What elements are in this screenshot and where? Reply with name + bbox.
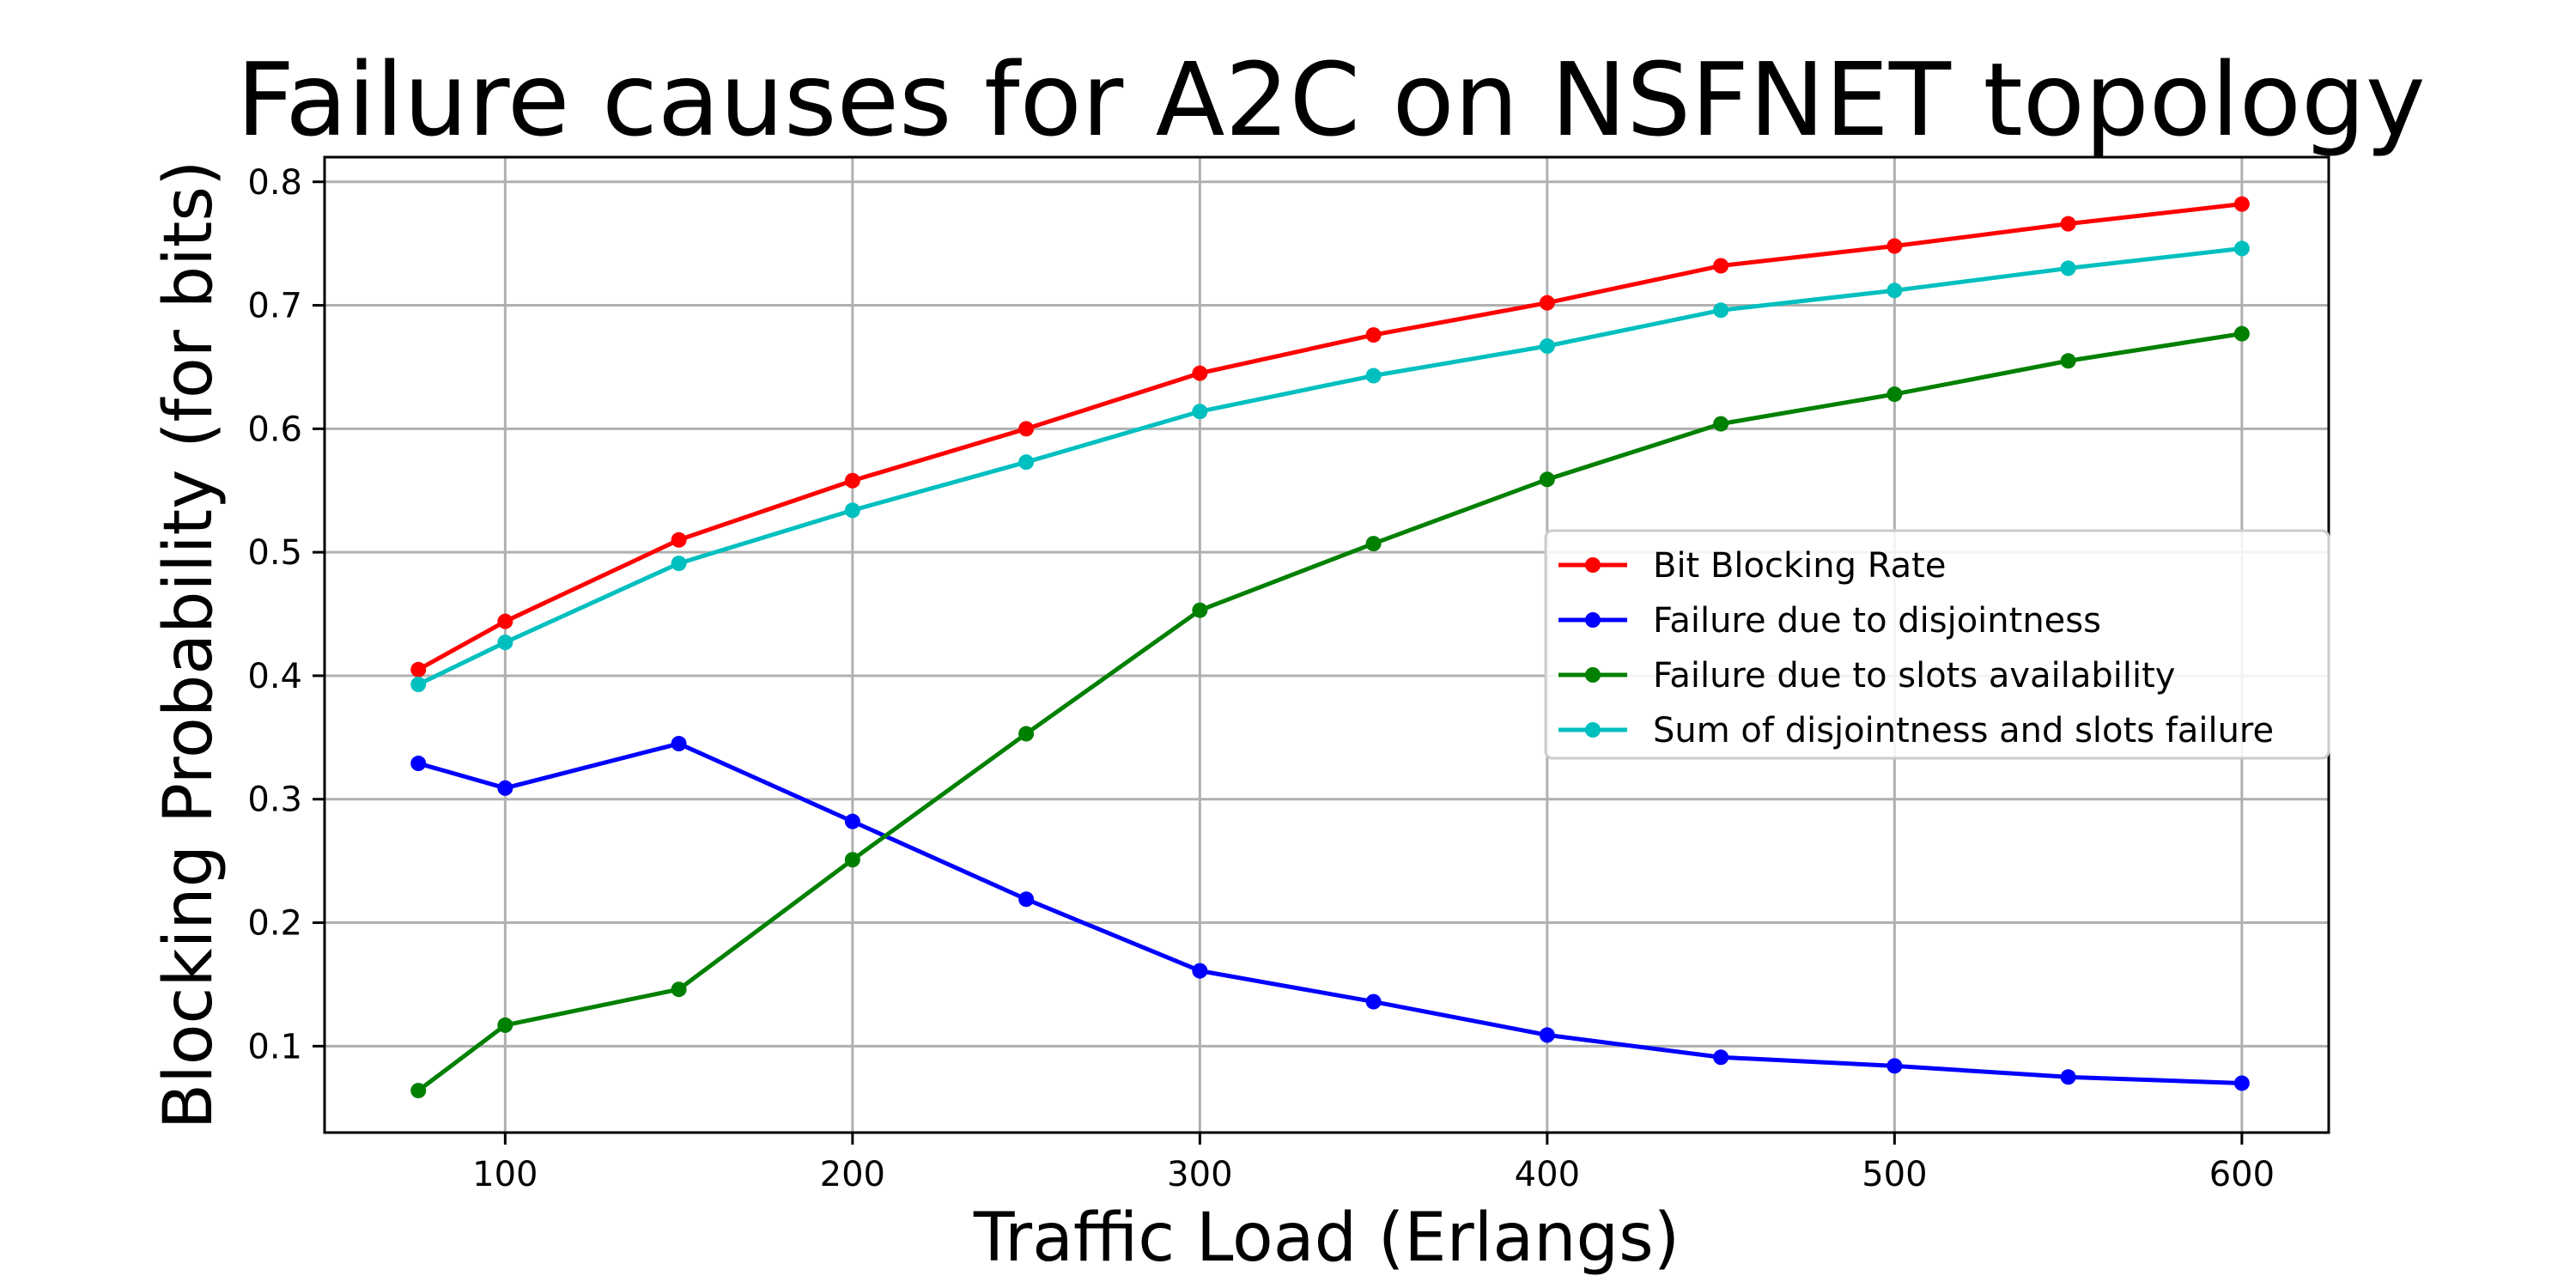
data-point: [1886, 1058, 1903, 1074]
data-point: [844, 813, 860, 829]
series-4: [410, 240, 2250, 693]
data-point: [1886, 238, 1903, 254]
data-point: [497, 780, 513, 796]
legend-swatch-marker: [1585, 667, 1601, 683]
data-point: [1539, 295, 1555, 311]
data-point: [2060, 260, 2076, 276]
data-point: [671, 736, 687, 752]
y-tick-label: 0.4: [247, 657, 302, 696]
legend: Bit Blocking Rate Failure due to disjoint…: [1544, 529, 2330, 760]
series-2: [410, 736, 2250, 1091]
x-tick-label: 400: [1515, 1155, 1580, 1194]
y-tick-label: 0.1: [247, 1027, 302, 1066]
data-point: [1713, 302, 1729, 319]
series-line: [417, 741, 2242, 1085]
series-lines: [410, 196, 2250, 1099]
data-point: [1192, 404, 1208, 420]
data-point: [2060, 353, 2076, 369]
series-line: [416, 331, 2243, 1093]
data-point: [1539, 338, 1555, 355]
data-point: [2060, 216, 2076, 232]
series-1: [410, 196, 2250, 677]
data-point: [410, 677, 427, 693]
data-point: [2233, 325, 2250, 342]
legend-item: Sum of disjointness and slots failure: [1558, 711, 2274, 750]
chart-title: Failure causes for A2C on NSFNET topolog…: [236, 40, 2425, 159]
data-point: [497, 1017, 513, 1033]
data-point: [671, 532, 687, 548]
data-point: [1018, 726, 1035, 742]
legend-box: [1544, 529, 2330, 760]
data-point: [497, 613, 513, 629]
series-3: [410, 325, 2250, 1099]
y-tick-label: 0.8: [247, 163, 302, 203]
legend-swatch-marker: [1585, 557, 1601, 573]
legend-label: Failure due to slots availability: [1653, 656, 2175, 696]
data-point: [1365, 536, 1382, 552]
data-point: [497, 635, 513, 651]
data-point: [1018, 454, 1035, 471]
axis-ticks: 100 200 300 400 500 600 0.1 0.2 0.3 0.4 0.5 0.6 0.7 0…: [247, 163, 2275, 1194]
x-tick-label: 600: [2209, 1155, 2275, 1194]
data-point: [844, 852, 860, 868]
data-point: [1713, 258, 1729, 274]
data-point: [410, 1083, 427, 1099]
legend-swatch-marker: [1585, 722, 1601, 738]
data-point: [1365, 993, 1382, 1010]
legend-item: Failure due to slots availability: [1558, 656, 2175, 696]
legend-label: Sum of disjointness and slots failure: [1653, 711, 2274, 750]
data-point: [2060, 1069, 2076, 1085]
data-point: [1192, 602, 1208, 618]
data-point: [2233, 196, 2250, 212]
data-point: [1018, 421, 1035, 437]
x-tick-label: 500: [1862, 1155, 1927, 1194]
data-point: [1539, 1027, 1555, 1043]
data-point: [671, 556, 687, 572]
data-point: [844, 472, 860, 489]
y-tick-label: 0.6: [247, 410, 302, 449]
y-axis-label: Blocking Probability (for bits): [150, 161, 228, 1130]
y-tick-label: 0.7: [247, 287, 302, 326]
x-tick-label: 300: [1167, 1155, 1232, 1194]
legend-item: Bit Blocking Rate: [1558, 546, 1946, 586]
y-tick-label: 0.2: [247, 904, 302, 944]
legend-label: Bit Blocking Rate: [1653, 546, 1946, 586]
data-point: [1886, 283, 1903, 299]
x-tick-label: 100: [472, 1155, 538, 1194]
series-line: [417, 202, 2243, 671]
data-point: [410, 756, 427, 772]
y-tick-label: 0.3: [247, 781, 302, 820]
y-tick-label: 0.5: [247, 533, 302, 573]
data-point: [1365, 368, 1382, 384]
data-point: [1192, 963, 1208, 979]
series-line: [417, 246, 2243, 687]
legend-item: Failure due to disjointness: [1558, 601, 2101, 641]
data-point: [1192, 365, 1208, 381]
data-point: [844, 502, 860, 519]
data-point: [2233, 240, 2250, 257]
data-point: [1539, 471, 1555, 488]
data-point: [410, 661, 427, 677]
x-tick-label: 200: [820, 1155, 885, 1194]
data-point: [1713, 416, 1729, 432]
legend-label: Failure due to disjointness: [1653, 601, 2101, 641]
data-point: [2233, 1075, 2250, 1091]
data-point: [1713, 1049, 1729, 1066]
x-axis-label: Traffic Load (Erlangs): [973, 1200, 1680, 1277]
data-point: [1365, 327, 1382, 343]
data-point: [1886, 386, 1903, 403]
legend-swatch-marker: [1585, 612, 1601, 628]
data-point: [671, 981, 687, 998]
data-point: [1018, 891, 1035, 908]
